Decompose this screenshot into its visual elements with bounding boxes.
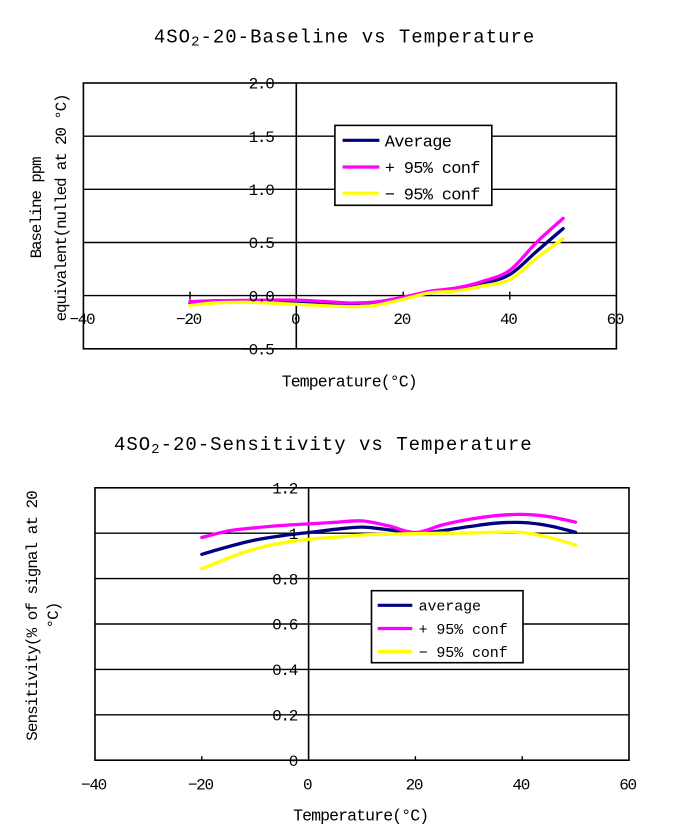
svg-text:−40: −40: [69, 311, 95, 329]
svg-text:1.2: 1.2: [272, 481, 298, 499]
svg-text:Temperature(°C): Temperature(°C): [293, 807, 428, 826]
svg-text:Baseline ppm: Baseline ppm: [28, 157, 46, 258]
svg-text:4SO2-20-Baseline vs Temperatur: 4SO2-20-Baseline vs Temperature: [154, 27, 535, 51]
svg-text:40: 40: [500, 311, 517, 329]
svg-text:+ 95% conf: + 95% conf: [385, 160, 481, 179]
svg-text:0.8: 0.8: [272, 571, 298, 589]
svg-text:40: 40: [512, 777, 529, 795]
svg-text:0: 0: [303, 777, 312, 795]
svg-text:1: 1: [289, 526, 298, 544]
svg-text:average: average: [419, 599, 481, 616]
svg-text:20: 20: [406, 777, 423, 795]
svg-text:−0.5: −0.5: [240, 342, 274, 360]
svg-text:− 95% conf: − 95% conf: [419, 645, 508, 662]
svg-text:0.0: 0.0: [249, 288, 275, 306]
svg-text:0: 0: [291, 311, 300, 329]
svg-text:− 95% conf: − 95% conf: [385, 186, 481, 205]
svg-text:−20: −20: [176, 311, 202, 329]
svg-text:2.0: 2.0: [249, 76, 275, 94]
svg-text:0: 0: [289, 753, 298, 771]
svg-text:0.6: 0.6: [272, 617, 298, 635]
svg-text:+ 95% conf: + 95% conf: [419, 622, 508, 639]
svg-text:60: 60: [607, 311, 624, 329]
svg-text:°C): °C): [45, 603, 63, 629]
svg-text:60: 60: [619, 777, 636, 795]
svg-text:−20: −20: [188, 777, 214, 795]
svg-text:0.5: 0.5: [249, 235, 275, 253]
svg-text:equivalent(nulled at 20 °C): equivalent(nulled at 20 °C): [53, 95, 71, 322]
svg-text:4SO2-20-Sensitivity vs Tempera: 4SO2-20-Sensitivity vs Temperature: [114, 434, 533, 458]
svg-text:0.4: 0.4: [272, 662, 298, 680]
svg-text:20: 20: [393, 311, 410, 329]
svg-text:Temperature(°C): Temperature(°C): [282, 373, 417, 392]
svg-text:Sensitivity(% of signal at 20: Sensitivity(% of signal at 20: [24, 491, 42, 741]
svg-text:Average: Average: [385, 134, 452, 153]
svg-text:1.5: 1.5: [249, 129, 275, 147]
svg-text:1.0: 1.0: [249, 182, 275, 200]
svg-text:−40: −40: [81, 777, 107, 795]
svg-text:0.2: 0.2: [272, 708, 298, 726]
